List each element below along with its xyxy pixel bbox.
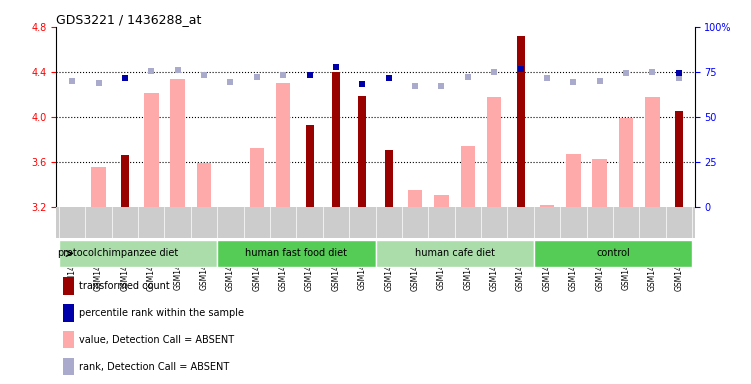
Bar [217, 240, 376, 267]
Bar [144, 93, 158, 207]
Bar [62, 278, 74, 295]
Text: human cafe diet: human cafe diet [415, 248, 495, 258]
Text: human fast food diet: human fast food diet [246, 248, 348, 258]
Text: percentile rank within the sample: percentile rank within the sample [79, 308, 243, 318]
Bar [408, 190, 422, 207]
Bar [62, 331, 74, 348]
Text: chimpanzee diet: chimpanzee diet [98, 248, 179, 258]
Bar [62, 305, 74, 321]
Text: protocol: protocol [57, 248, 96, 258]
Bar [385, 150, 393, 207]
Bar [593, 159, 607, 207]
Bar [534, 240, 692, 267]
Bar [566, 154, 581, 207]
Bar [358, 96, 366, 207]
Text: GDS3221 / 1436288_at: GDS3221 / 1436288_at [56, 13, 202, 26]
Bar [62, 358, 74, 375]
Bar [376, 240, 534, 267]
Bar [434, 195, 448, 207]
Bar [645, 97, 659, 207]
Bar [517, 36, 524, 207]
Text: rank, Detection Call = ABSENT: rank, Detection Call = ABSENT [79, 362, 229, 372]
Bar [540, 205, 554, 207]
Text: value, Detection Call = ABSENT: value, Detection Call = ABSENT [79, 335, 234, 345]
Bar [59, 240, 217, 267]
Bar [675, 111, 683, 207]
Text: control: control [596, 248, 630, 258]
Bar [487, 97, 502, 207]
Bar [223, 207, 237, 210]
Bar [249, 147, 264, 207]
Bar [197, 163, 211, 207]
Bar [92, 167, 106, 207]
Bar [121, 156, 129, 207]
Bar [619, 118, 633, 207]
Bar [306, 125, 313, 207]
Bar [276, 83, 291, 207]
Bar [170, 79, 185, 207]
Bar [332, 72, 340, 207]
Text: transformed count: transformed count [79, 281, 170, 291]
Bar [460, 146, 475, 207]
